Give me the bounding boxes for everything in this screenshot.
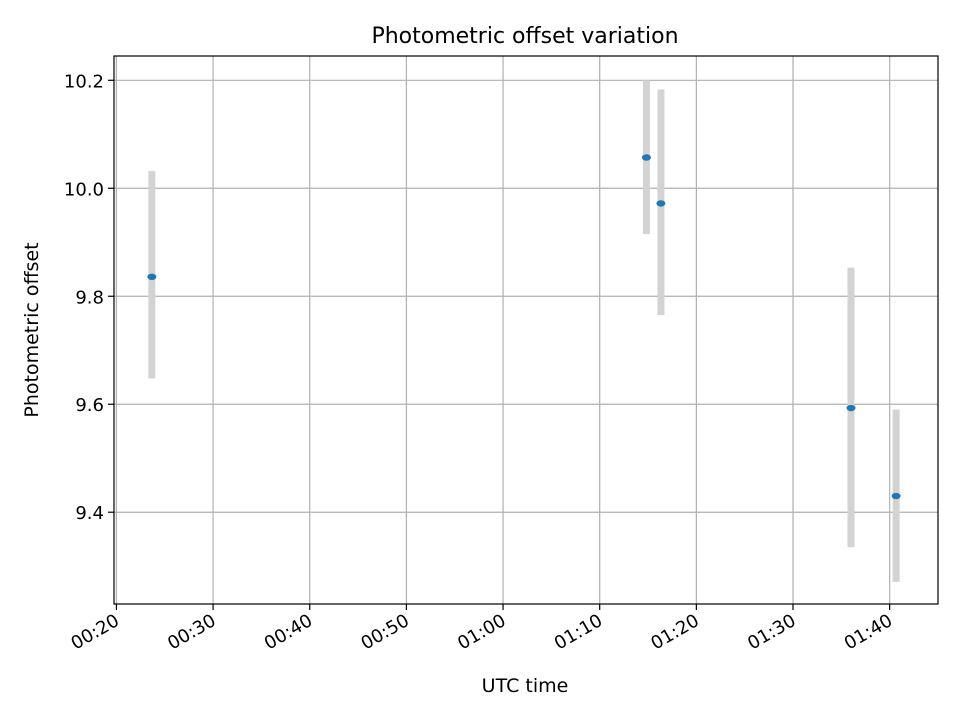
y-axis-label: Photometric offset bbox=[21, 242, 43, 417]
data-point bbox=[147, 273, 157, 281]
data-point bbox=[656, 200, 666, 207]
data-point bbox=[846, 404, 856, 412]
y-tick-label: 10.2 bbox=[64, 71, 104, 92]
y-tick-label: 10.0 bbox=[64, 179, 104, 200]
data-point bbox=[641, 154, 651, 161]
chart-title: Photometric offset variation bbox=[371, 24, 678, 49]
y-tick-label: 9.8 bbox=[75, 287, 104, 308]
y-tick-label: 9.6 bbox=[75, 395, 104, 416]
x-axis-label: UTC time bbox=[482, 675, 569, 697]
plot-frame bbox=[113, 55, 939, 605]
data-points bbox=[147, 154, 901, 500]
y-tick-label: 9.4 bbox=[75, 503, 104, 524]
data-point bbox=[891, 492, 901, 500]
grid bbox=[114, 56, 938, 604]
y-axis-ticks: 9.4 9.6 9.8 10.0 10.2 bbox=[64, 71, 114, 524]
